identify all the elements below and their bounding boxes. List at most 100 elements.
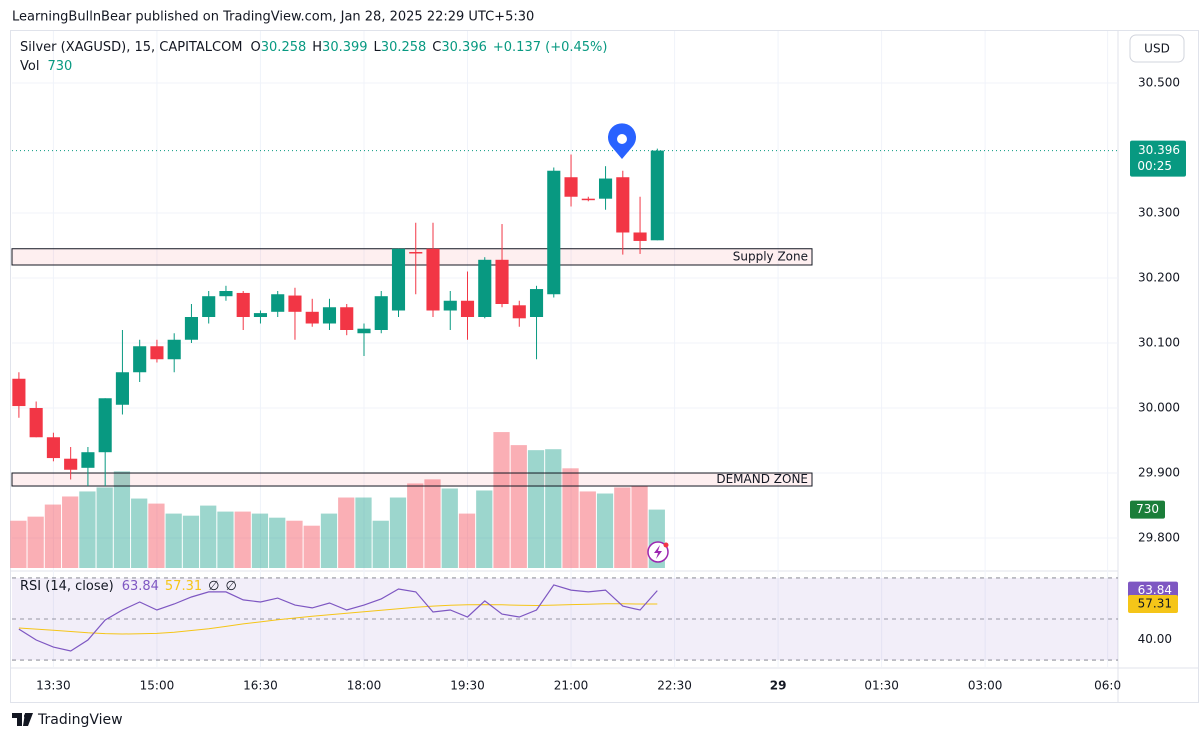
l-value: 30.258 <box>381 40 427 55</box>
rsi-tick-label: 40.00 <box>1138 632 1172 646</box>
y-tick-label: 30.300 <box>1138 205 1180 219</box>
candle-body <box>547 170 561 295</box>
zone-box <box>11 472 813 487</box>
candle-body <box>391 248 406 311</box>
volume-bar <box>165 513 182 568</box>
candle-body <box>512 305 526 319</box>
x-tick-label: 03:00 <box>968 679 1003 693</box>
x-tick-label: 16:30 <box>243 679 278 693</box>
publish-header: LearningBullnBear published on TradingVi… <box>12 10 534 25</box>
rsi-axis-label: 63.84 <box>1138 583 1172 597</box>
o-value: 30.258 <box>261 40 307 55</box>
volume-bar <box>182 515 200 568</box>
rsi-axis-label: 57.31 <box>1138 597 1172 611</box>
x-tick-label: 19:30 <box>450 679 485 693</box>
countdown-label: 00:25 <box>1137 159 1172 173</box>
legend-row: Silver (XAGUSD), 15, CAPITALCOM O30.258 H3… <box>20 40 607 55</box>
rsi-flag: ∅ <box>225 579 236 594</box>
candle-body <box>167 339 181 360</box>
volume-bar <box>303 525 320 568</box>
zone-box <box>11 248 813 266</box>
volume-bar <box>113 471 131 568</box>
rsi-ma-value: 57.31 <box>165 579 202 594</box>
x-tick-label: 01:30 <box>864 679 899 693</box>
candle-body <box>616 177 630 233</box>
volume-bar <box>269 517 286 568</box>
candle-body <box>478 259 492 317</box>
volume-bar <box>131 498 148 568</box>
candle-body <box>305 311 319 324</box>
volume-bar <box>389 497 407 568</box>
vol-value: 730 <box>47 59 72 74</box>
marker-pin[interactable] <box>608 123 636 159</box>
c-value: 30.396 <box>441 40 487 55</box>
o-label: O <box>251 40 261 55</box>
vol-label: Vol <box>20 59 39 74</box>
volume-bar <box>614 487 631 568</box>
rsi-value: 63.84 <box>122 579 159 594</box>
c-label: C <box>432 40 441 55</box>
volume-axis-label: 730 <box>1136 502 1159 516</box>
candle-body <box>288 295 302 312</box>
volume-bar <box>62 496 79 568</box>
currency[interactable]: USD <box>1144 42 1170 56</box>
volume-bar <box>596 493 614 568</box>
x-tick-label: 06:0 <box>1094 679 1121 693</box>
candle-body <box>633 232 647 241</box>
candle-body <box>115 372 129 405</box>
volume-bar <box>407 483 424 568</box>
rsi-label: RSI (14, close) <box>20 579 114 594</box>
y-tick-label: 30.100 <box>1138 336 1180 350</box>
volume-bar <box>476 490 493 568</box>
x-tick-label: 13:30 <box>36 679 71 693</box>
volume-label-box <box>1130 500 1165 519</box>
volume-bar <box>286 520 303 568</box>
rsi-ma-line <box>18 603 658 635</box>
volume-bar <box>10 520 27 568</box>
volume-legend: Vol 730 <box>20 59 72 74</box>
symbol: Silver (XAGUSD), 15, CAPITALCOM <box>20 40 243 55</box>
candle-body <box>564 177 578 197</box>
plot: 29.800 29.900 30.000 30.100 30.200 30.300 30.5… <box>10 31 1186 693</box>
volume-bar <box>441 488 458 568</box>
candle-body <box>340 307 354 330</box>
candle-body <box>529 289 544 317</box>
volume-bar <box>234 511 251 568</box>
volume-bar <box>372 520 389 568</box>
change: +0.137 (+0.45%) <box>493 40 608 55</box>
volume-bar <box>493 432 510 568</box>
volume-bar <box>79 491 96 568</box>
alert-icon[interactable] <box>647 541 669 563</box>
volume-bar <box>631 486 648 568</box>
candle-body <box>598 178 613 199</box>
candle-body <box>409 251 423 254</box>
y-tick-label: 29.800 <box>1138 531 1180 545</box>
l-label: L <box>374 40 382 55</box>
currency-box[interactable] <box>1129 34 1185 63</box>
volume-bar <box>200 505 217 568</box>
candle-body <box>12 378 26 407</box>
volume-bar <box>458 513 476 568</box>
candle-body <box>150 346 164 360</box>
last-price-box <box>1130 140 1186 177</box>
volume-bar <box>338 497 355 568</box>
rsi-legend: RSI (14, close) 63.84 57.31 ∅ ∅ <box>20 579 237 594</box>
candle-body <box>374 296 388 330</box>
candle-body <box>426 248 440 311</box>
candle-body <box>581 198 595 201</box>
volume-bar <box>44 504 62 568</box>
candle-body <box>253 313 268 317</box>
candle-body <box>64 458 78 470</box>
x-tick-label: 18:00 <box>347 679 382 693</box>
candle-body <box>322 307 337 324</box>
candle-body <box>271 294 285 312</box>
rsi-line <box>18 584 658 652</box>
y-tick-label: 29.900 <box>1138 466 1180 480</box>
y-tick-label: 30.500 <box>1138 75 1180 89</box>
volume-bar <box>424 479 441 568</box>
candle-body <box>81 452 95 468</box>
candle-body <box>29 408 43 438</box>
volume-bar <box>217 511 234 568</box>
